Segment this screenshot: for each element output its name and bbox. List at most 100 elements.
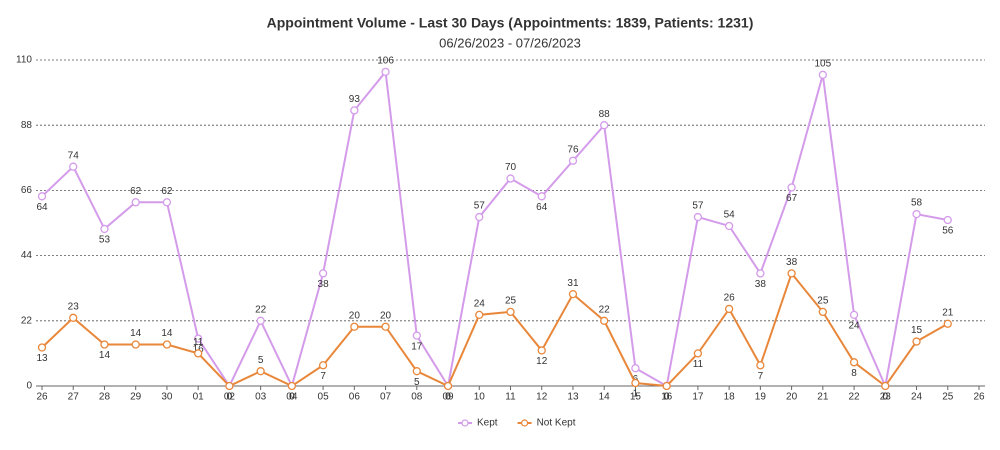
legend-marker	[461, 419, 469, 427]
point	[849, 310, 859, 320]
data-label: 57	[692, 201, 704, 212]
chart-title: Appointment Volume - Last 30 Days (Appoi…	[267, 15, 754, 31]
point	[662, 381, 671, 391]
legend-label: Not Kept	[537, 418, 576, 429]
series-line	[41, 69, 948, 390]
data-label: 0	[289, 392, 295, 403]
data-label: 23	[68, 301, 80, 312]
point	[631, 364, 640, 373]
data-label: 53	[99, 235, 111, 246]
point	[600, 121, 609, 130]
point	[693, 212, 703, 222]
point	[881, 381, 890, 391]
x-tick-label: 24	[911, 392, 923, 403]
data-label: 14	[161, 328, 173, 339]
data-label: 105	[814, 58, 831, 69]
data-label: 67	[786, 193, 798, 204]
data-label: 7	[320, 371, 326, 382]
data-label: 106	[377, 55, 394, 66]
x-tick-label: 04	[286, 392, 298, 403]
point	[69, 162, 78, 171]
x-tick-label: 06	[349, 392, 361, 403]
data-label: 64	[36, 202, 48, 213]
point	[568, 289, 578, 299]
point	[69, 313, 78, 322]
x-tick-label: 03	[255, 392, 267, 403]
data-label: 14	[99, 350, 111, 361]
point	[631, 378, 640, 388]
data-label: 58	[911, 198, 923, 209]
x-tick-label: 11	[505, 392, 516, 403]
x-tick-label: 12	[536, 392, 548, 403]
x-tick-label: 30	[161, 392, 173, 403]
legend-marker	[520, 419, 529, 427]
data-label: 22	[599, 304, 611, 315]
x-tick-label: 28	[99, 392, 111, 403]
data-label: 11	[193, 337, 204, 348]
x-tick-label: 13	[567, 392, 579, 403]
x-tick-label: 25	[942, 392, 954, 403]
point	[381, 322, 390, 331]
point	[724, 304, 734, 314]
point	[818, 307, 827, 317]
data-label: 17	[411, 341, 423, 352]
point	[537, 192, 546, 201]
data-label: 57	[474, 201, 486, 212]
data-label: 11	[693, 359, 704, 370]
x-tick-label: 18	[724, 392, 736, 403]
data-label: 93	[349, 94, 361, 105]
data-label: 15	[911, 325, 923, 336]
data-label: 0	[883, 392, 889, 403]
point	[350, 322, 359, 331]
x-tick-label: 09	[442, 392, 454, 403]
point	[506, 307, 515, 317]
data-label: 70	[505, 162, 517, 173]
data-label: 38	[755, 279, 767, 290]
data-label: 22	[255, 304, 267, 315]
point	[568, 156, 578, 165]
point	[818, 70, 827, 79]
point	[787, 183, 796, 192]
x-tick-label: 20	[786, 392, 798, 403]
point	[943, 215, 952, 225]
point	[412, 367, 421, 376]
data-label: 21	[942, 307, 954, 318]
data-label: 38	[318, 279, 330, 290]
point	[37, 343, 47, 352]
point	[37, 192, 47, 201]
x-tick-label: 26	[36, 392, 48, 403]
data-label: 20	[349, 310, 361, 321]
point	[162, 198, 172, 207]
x-tick-label: 02	[224, 392, 236, 403]
x-tick-label: 16	[661, 392, 673, 403]
data-label: 76	[567, 144, 579, 155]
data-label: 62	[130, 186, 142, 197]
data-label: 0	[664, 392, 670, 403]
data-label: 5	[258, 355, 264, 366]
point	[350, 106, 359, 115]
point	[287, 381, 297, 391]
point	[849, 358, 859, 367]
point	[100, 224, 109, 234]
point	[225, 381, 234, 391]
data-label: 0	[227, 392, 233, 403]
chart-subtitle: 06/26/2023 - 07/26/2023	[439, 35, 581, 50]
y-tick-label: 0	[26, 381, 32, 392]
data-label: 0	[289, 392, 295, 403]
data-label: 0	[445, 392, 451, 403]
data-label: 1	[633, 389, 639, 400]
data-label: 5	[414, 377, 420, 388]
point	[912, 337, 921, 346]
y-tick-label: 66	[21, 185, 33, 196]
data-label: 38	[786, 257, 798, 268]
data-label: 25	[817, 296, 829, 307]
data-label: 12	[536, 356, 548, 367]
x-tick-label: 23	[880, 392, 892, 403]
data-label: 54	[724, 210, 736, 221]
data-label: 24	[849, 321, 861, 332]
x-tick-label: 07	[380, 392, 392, 403]
point	[506, 174, 515, 183]
point	[475, 212, 484, 222]
